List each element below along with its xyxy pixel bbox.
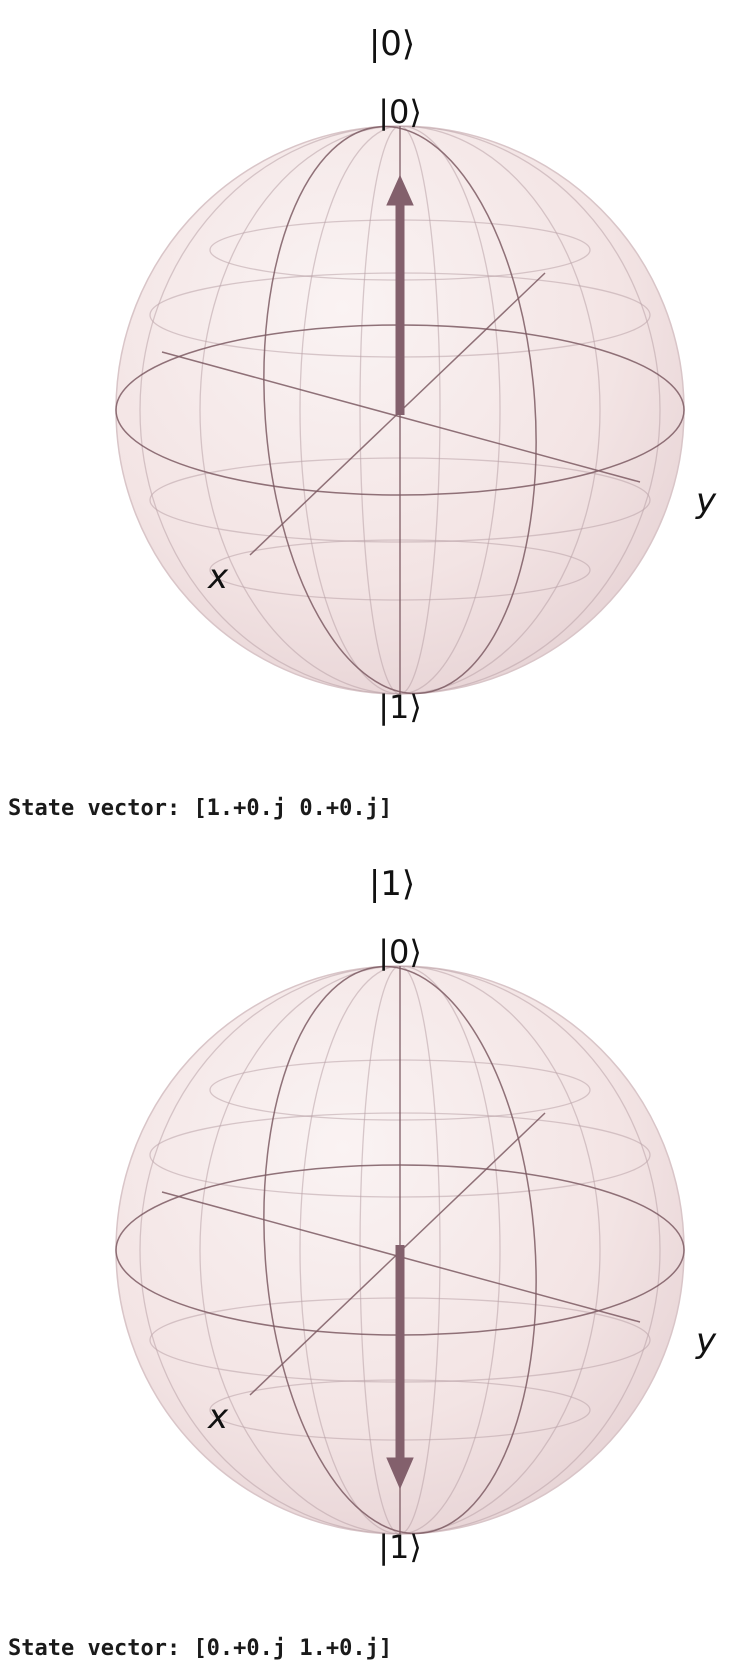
output-prefix: State vector: <box>8 796 181 821</box>
longitude-ring <box>299 966 501 1534</box>
longitude-ring <box>139 966 661 1534</box>
figure-title: |1⟩ <box>369 864 415 904</box>
x-axis-label: x <box>207 1397 229 1437</box>
bloch-cell-one: |1⟩ |0⟩ |1⟩ x y State vector: [0. <box>0 840 749 1680</box>
longitude-ring <box>359 966 441 1534</box>
north-pole-label: |0⟩ <box>378 933 422 971</box>
longitude-ring <box>299 126 501 694</box>
meridian <box>263 125 537 695</box>
output-value: [1.+0.j 0.+0.j] <box>193 796 393 821</box>
bloch-cell-zero: |0⟩ |0⟩ |1⟩ x y State vector: [1. <box>8 24 717 821</box>
state-vector-output: State vector: [0.+0.j 1.+0.j] <box>8 1636 392 1661</box>
figure-title: |0⟩ <box>369 24 415 64</box>
y-axis-label: y <box>695 481 717 521</box>
output-value: [0.+0.j 1.+0.j] <box>193 1636 393 1661</box>
longitude-ring <box>359 126 441 694</box>
x-axis-label: x <box>207 557 229 597</box>
state-vector <box>386 1245 414 1490</box>
x-axis <box>161 351 641 483</box>
bloch-sphere-figure: |1⟩ |0⟩ |1⟩ x y <box>115 864 717 1566</box>
longitude-ring <box>199 966 601 1534</box>
output-prefix: State vector: <box>8 1636 181 1661</box>
longitude-ring <box>199 126 601 694</box>
state-vector <box>386 174 414 415</box>
meridian <box>263 965 537 1535</box>
state-vector-output: State vector: [1.+0.j 0.+0.j] <box>8 796 392 821</box>
south-pole-label: |1⟩ <box>378 1528 422 1566</box>
y-axis-label: y <box>695 1321 717 1361</box>
longitude-ring <box>139 126 661 694</box>
north-pole-label: |0⟩ <box>378 93 422 131</box>
south-pole-label: |1⟩ <box>378 688 422 726</box>
bloch-sphere-figure: |0⟩ |0⟩ |1⟩ x y <box>115 24 717 726</box>
